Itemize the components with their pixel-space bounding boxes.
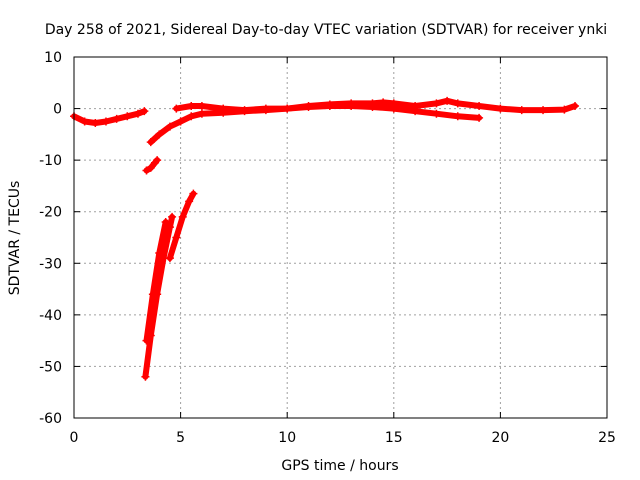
data-point: [80, 117, 89, 126]
y-tick-label: -10: [39, 153, 62, 169]
y-tick-label: -20: [39, 205, 62, 221]
x-tick-label: 0: [70, 430, 79, 446]
data-point: [142, 336, 151, 345]
data-point: [411, 101, 420, 110]
data-point: [123, 112, 132, 121]
data-point: [517, 106, 526, 115]
data-point: [571, 101, 580, 110]
y-tick-label: -50: [39, 359, 62, 375]
x-tick-label: 15: [385, 430, 403, 446]
series-main-arc: [172, 96, 580, 115]
data-points: [70, 96, 580, 381]
x-tick-label: 20: [491, 430, 509, 446]
data-point: [389, 99, 398, 108]
data-point: [176, 117, 185, 126]
data-point: [432, 109, 441, 118]
data-point: [560, 105, 569, 114]
data-point: [165, 254, 174, 263]
plot-frame: [73, 56, 608, 419]
data-point: [197, 101, 206, 110]
data-point: [187, 101, 196, 110]
data-point: [101, 117, 110, 126]
x-axis-label: GPS time / hours: [281, 458, 398, 474]
data-point: [91, 119, 100, 128]
x-tick-label: 5: [176, 430, 185, 446]
series-band: [143, 219, 169, 344]
data-point: [165, 122, 174, 131]
y-axis-label: SDTVAR / TECUs: [7, 181, 23, 296]
chart-title: Day 258 of 2021, Sidereal Day-to-day VTE…: [45, 22, 607, 38]
data-point: [475, 113, 484, 122]
data-point: [172, 104, 181, 113]
x-tick-label: 10: [278, 430, 296, 446]
data-point: [148, 290, 157, 299]
y-tick-label: 0: [53, 102, 62, 118]
x-tick-label: 25: [598, 430, 616, 446]
series-short-arc: [142, 156, 162, 175]
data-point: [153, 156, 162, 165]
data-point: [187, 112, 196, 121]
data-point: [379, 98, 388, 107]
series-band: [147, 103, 483, 146]
data-point: [155, 248, 164, 257]
data-point: [140, 107, 149, 116]
data-point: [161, 218, 170, 227]
data-point: [453, 112, 462, 121]
data-point: [142, 166, 151, 175]
data-point: [368, 99, 377, 108]
data-point: [443, 96, 452, 105]
data-point: [155, 130, 164, 139]
y-tick-label: -60: [39, 411, 62, 427]
series-early-arc: [70, 107, 149, 128]
data-point: [112, 114, 121, 123]
data-point: [168, 212, 177, 221]
data-point: [185, 197, 194, 206]
data-point: [347, 99, 356, 108]
data-point: [219, 104, 228, 113]
axis-ticks: 0 5 10 15 20 25 -60 -50 -40 -30 -20 -10 0 10: [39, 50, 616, 446]
data-point: [261, 104, 270, 113]
y-tick-label: -30: [39, 256, 62, 272]
data-point: [146, 138, 155, 147]
data-point: [240, 106, 249, 115]
series-rising-arc-c: [165, 189, 198, 263]
data-point: [475, 101, 484, 110]
data-point: [146, 163, 155, 172]
data-point: [133, 109, 142, 118]
data-point: [453, 99, 462, 108]
data-point: [141, 372, 150, 381]
series-rising-arc-b: [142, 218, 170, 345]
data-point: [496, 104, 505, 113]
data-point: [432, 99, 441, 108]
data-point: [172, 233, 181, 242]
data-point: [197, 109, 206, 118]
data-point: [283, 104, 292, 113]
y-tick-label: 10: [44, 50, 62, 66]
data-point: [189, 189, 198, 198]
data-point: [304, 101, 313, 110]
y-tick-label: -40: [39, 308, 62, 324]
series-band: [143, 157, 161, 174]
series-rising-arc-a: [141, 212, 177, 381]
data-point: [325, 100, 334, 109]
data-point: [539, 106, 548, 115]
data-point: [178, 212, 187, 221]
